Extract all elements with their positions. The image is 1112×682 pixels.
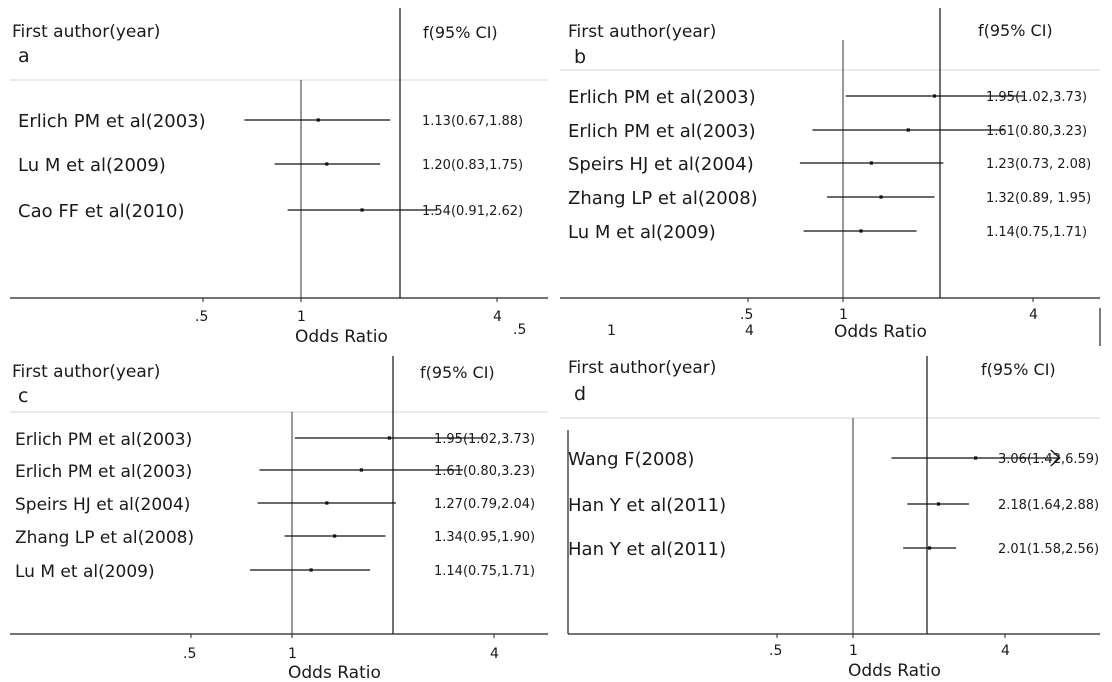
- study-label: Erlich PM et al(2003): [15, 462, 192, 482]
- x-tick-label: .5: [195, 309, 208, 325]
- x-tick-label: .5: [183, 646, 196, 662]
- panel-label: c: [18, 385, 28, 407]
- x-tick-label: 1: [288, 646, 297, 662]
- x-axis-title: Odds Ratio: [295, 327, 388, 347]
- study-label: Zhang LP et al(2008): [15, 528, 194, 548]
- study-label: Han Y et al(2011): [568, 539, 726, 560]
- forest-panel-a: First author(year) a f(95% CI) Erlich PM et…: [10, 8, 548, 347]
- point-estimate-marker: [360, 208, 364, 212]
- header-ci-column: f(95% CI): [420, 363, 495, 382]
- panel-label: d: [574, 383, 586, 405]
- point-estimate-marker: [974, 456, 978, 460]
- ci-value-text: 1.14(0.75,1.71): [986, 225, 1087, 240]
- study-label: Lu M et al(2009): [568, 222, 716, 243]
- point-estimate-marker: [869, 161, 873, 165]
- study-label: Speirs HJ et al(2004): [15, 495, 190, 515]
- truncation-arrow-icon: [1050, 449, 1061, 467]
- point-estimate-marker: [316, 118, 320, 122]
- ci-value-text: 1.54(0.91,2.62): [422, 204, 523, 219]
- x-tick-label: 4: [1001, 643, 1010, 659]
- x-axis-title: Odds Ratio: [848, 661, 941, 681]
- header-study-column: First author(year): [12, 362, 160, 382]
- study-label: Lu M et al(2009): [15, 562, 155, 582]
- x-tick-label: 4: [1029, 307, 1038, 323]
- forest-panel-b: First author(year) b f(95% CI) Erlich PM et…: [560, 8, 1101, 346]
- x-tick-label: .5: [769, 643, 782, 659]
- ci-value-text: 1.32(0.89, 1.95): [986, 191, 1091, 206]
- ci-value-text: 1.27(0.79,2.04): [434, 497, 535, 512]
- study-label: Erlich PM et al(2003): [568, 87, 756, 108]
- header-ci-column: f(95% CI): [423, 23, 498, 42]
- x-tick-label: 4: [490, 646, 499, 662]
- study-label: Erlich PM et al(2003): [568, 121, 756, 142]
- study-label: Speirs HJ et al(2004): [568, 154, 754, 175]
- ci-value-text: 1.95(1.02,3.73): [986, 90, 1087, 105]
- header-ci-column: f(95% CI): [978, 21, 1053, 40]
- ci-value-text: 1.13(0.67,1.88): [422, 114, 523, 129]
- x-tick-label-extra: .5: [513, 322, 526, 338]
- ci-value-text: 1.61(0.80,3.23): [986, 124, 1087, 139]
- point-estimate-marker: [325, 162, 329, 166]
- ci-value-text: 1.95(1.02,3.73): [434, 432, 535, 447]
- panel-label: a: [18, 45, 30, 67]
- point-estimate-marker: [859, 229, 863, 233]
- ci-value-text: 3.06(1.42,6.59): [998, 452, 1099, 467]
- point-estimate-marker: [309, 568, 313, 572]
- study-label: Erlich PM et al(2003): [15, 430, 192, 450]
- ci-value-text: 1.14(0.75,1.71): [434, 564, 535, 579]
- ci-value-text: 2.01(1.58,2.56): [998, 542, 1099, 557]
- study-label: Cao FF et al(2010): [18, 201, 185, 222]
- x-tick-label: 1: [849, 643, 858, 659]
- study-label: Wang F(2008): [568, 449, 694, 470]
- ci-value-text: 1.23(0.73, 2.08): [986, 157, 1091, 172]
- x-tick-label: .5: [740, 307, 753, 323]
- header-study-column: First author(year): [568, 358, 716, 378]
- x-tick-label: 1: [297, 309, 306, 325]
- x-axis-title: Odds Ratio: [288, 663, 381, 682]
- ci-value-text: 2.18(1.64,2.88): [998, 498, 1099, 513]
- point-estimate-marker: [906, 128, 910, 132]
- study-label: Zhang LP et al(2008): [568, 188, 758, 209]
- forest-panel-d: First author(year) d f(95% CI) Wang F(2008)…: [560, 356, 1100, 681]
- study-label: Erlich PM et al(2003): [18, 111, 206, 132]
- x-tick-label: 1: [839, 307, 848, 323]
- x-axis-title: Odds Ratio: [834, 322, 927, 342]
- point-estimate-marker: [325, 501, 329, 505]
- study-label: Han Y et al(2011): [568, 495, 726, 516]
- header-study-column: First author(year): [568, 22, 716, 42]
- ci-value-text: 1.34(0.95,1.90): [434, 530, 535, 545]
- point-estimate-marker: [359, 468, 363, 472]
- point-estimate-marker: [879, 195, 883, 199]
- x-tick-label-extra: 4: [745, 323, 754, 339]
- x-tick-label: 4: [493, 309, 502, 325]
- point-estimate-marker: [387, 436, 391, 440]
- point-estimate-marker: [333, 534, 337, 538]
- forest-panel-c: First author(year) c f(95% CI) Erlich PM et…: [10, 356, 548, 682]
- header-study-column: First author(year): [12, 22, 160, 42]
- point-estimate-marker: [927, 546, 932, 550]
- point-estimate-marker: [936, 502, 941, 506]
- point-estimate-marker: [932, 94, 937, 98]
- header-ci-column: f(95% CI): [981, 360, 1056, 379]
- study-label: Lu M et al(2009): [18, 155, 166, 176]
- x-tick-label-extra: 1: [607, 323, 616, 339]
- ci-value-text: 1.20(0.83,1.75): [422, 158, 523, 173]
- ci-value-text: 1.61(0.80,3.23): [434, 464, 535, 479]
- panel-label: b: [574, 46, 586, 68]
